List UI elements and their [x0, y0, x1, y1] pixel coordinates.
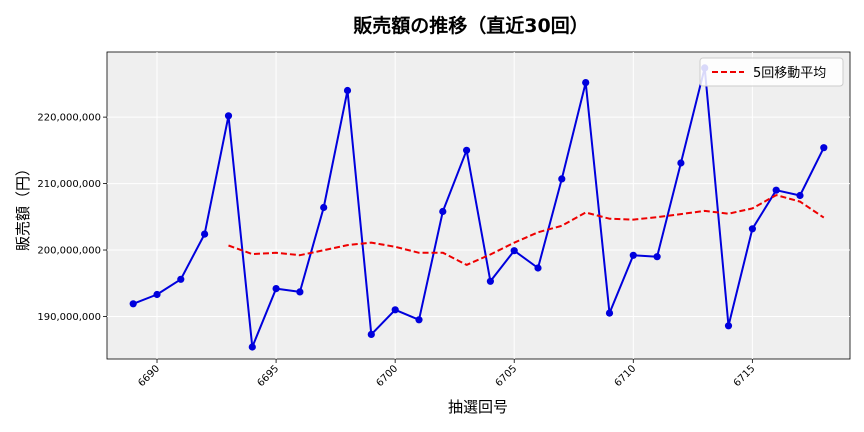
- series-layer: [129, 64, 828, 351]
- sales-data-point: [772, 186, 780, 194]
- sales-data-point: [677, 159, 685, 167]
- moving-average-line: [228, 194, 825, 266]
- x-tick-label: 6715: [732, 363, 758, 389]
- sales-data-point: [391, 306, 399, 314]
- sales-data-point: [558, 175, 566, 183]
- sales-data-point: [272, 285, 280, 293]
- sales-data-point: [296, 288, 304, 296]
- sales-data-point: [748, 225, 757, 233]
- sales-data-point: [629, 251, 637, 259]
- y-tick-label: 190,000,000: [37, 312, 101, 323]
- sales-data-point: [463, 146, 471, 154]
- sales-data-point: [605, 309, 614, 317]
- y-tick-label: 200,000,000: [37, 246, 101, 257]
- sales-data-point: [367, 330, 375, 338]
- sales-data-point: [439, 207, 447, 216]
- x-tick-label: 6695: [255, 363, 281, 389]
- sales-data-point: [534, 264, 542, 272]
- sales-data-point: [343, 86, 352, 95]
- sales-series-line: [132, 66, 825, 348]
- sales-data-point: [224, 112, 233, 120]
- y-tick-label: 210,000,000: [37, 179, 101, 190]
- legend-box: [699, 57, 844, 87]
- sales-data-point: [153, 290, 161, 299]
- y-axis-label: 販売額（円）: [14, 161, 32, 251]
- sales-data-point: [320, 203, 328, 212]
- sales-data-point: [486, 277, 494, 285]
- x-tick-label: 6710: [613, 363, 639, 389]
- sales-data-point: [582, 79, 590, 87]
- sales-data-point: [820, 144, 828, 152]
- x-tick-label: 6700: [374, 363, 400, 389]
- y-tick-label: 220,000,000: [37, 113, 101, 124]
- legend-label-moving-average: 5回移動平均: [753, 66, 826, 81]
- x-tick-label: 6690: [136, 363, 162, 389]
- x-tick-label: 6705: [494, 363, 520, 389]
- legend: 5回移動平均: [699, 57, 844, 87]
- sales-data-point: [129, 300, 137, 308]
- chart-title: 販売額の推移（直近30回）: [353, 14, 588, 37]
- sales-data-point: [510, 247, 518, 255]
- plot-area: [106, 51, 851, 360]
- sales-data-point: [796, 191, 804, 200]
- sales-data-point: [248, 343, 256, 351]
- x-axis-label: 抽選回号: [448, 398, 508, 416]
- sales-data-point: [177, 275, 185, 283]
- sales-data-point: [201, 230, 209, 238]
- sales-data-point: [653, 253, 661, 261]
- sales-data-point: [724, 322, 733, 330]
- sales-data-point: [415, 316, 423, 324]
